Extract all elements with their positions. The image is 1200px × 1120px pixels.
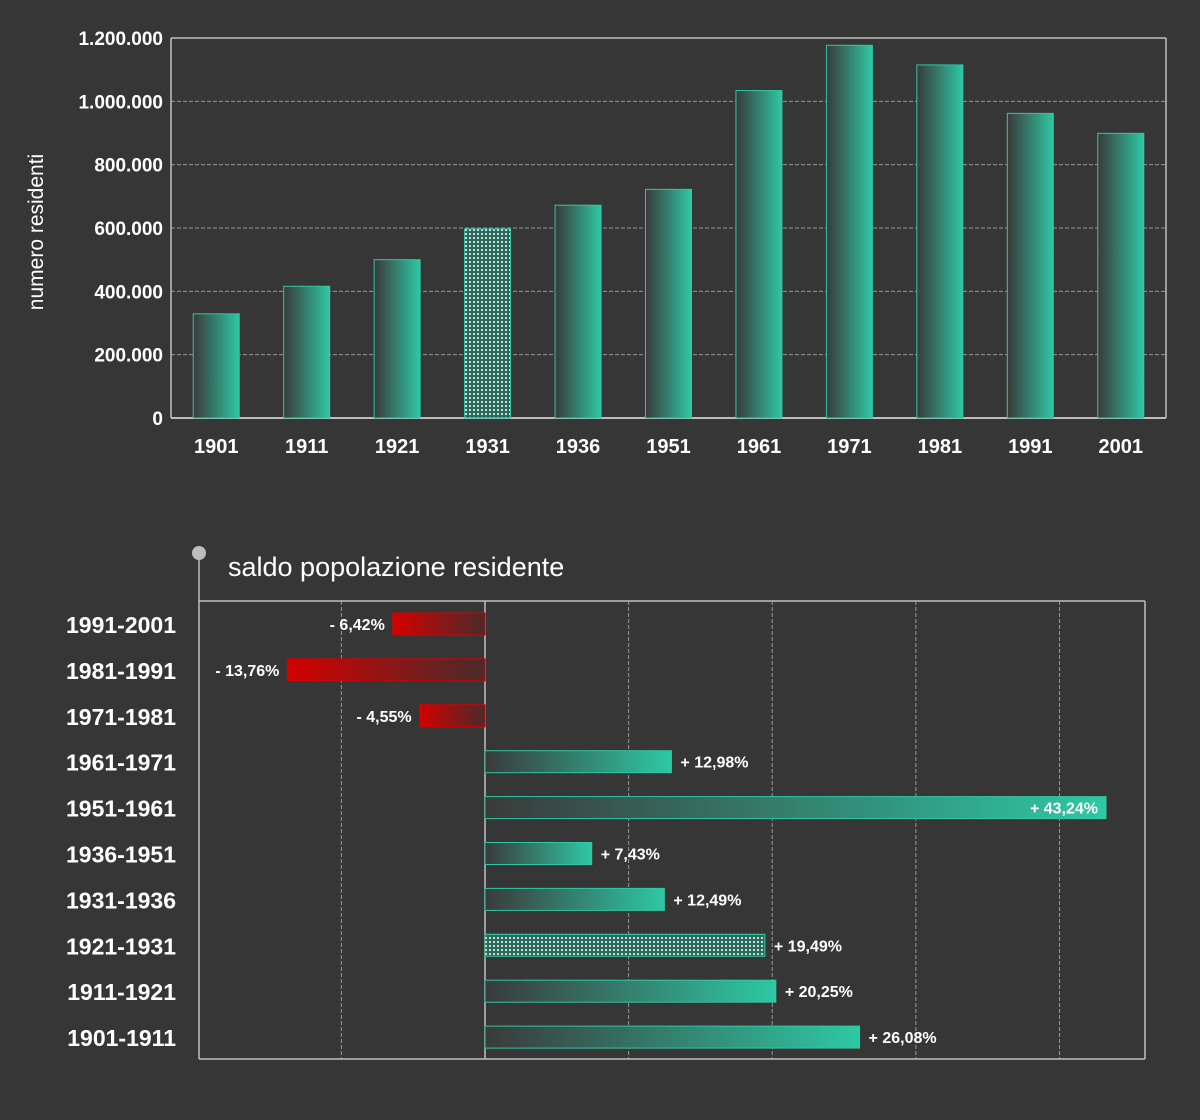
x-tick-label: 1971 <box>827 436 872 458</box>
bar-1991 <box>1006 112 1054 419</box>
bar-2001 <box>1097 132 1145 419</box>
saldo-bar-1971-1981 <box>419 704 486 728</box>
period-label: 1951-1961 <box>66 796 176 822</box>
bar-1911 <box>283 285 331 419</box>
y-tick-label: 200.000 <box>94 346 163 367</box>
period-label: 1991-2001 <box>66 612 176 638</box>
y-tick-label: 1.000.000 <box>78 92 163 113</box>
x-tick-label: 1981 <box>918 436 963 458</box>
x-tick-labels: 1901 1911 1921 1931 1936 1951 1961 1971 1981 1991… <box>194 436 1143 458</box>
y-tick-label: 400.000 <box>94 282 163 303</box>
bar-1921 <box>373 259 421 419</box>
percent-label: + 7,43% <box>601 847 660 864</box>
x-tick-label: 1921 <box>375 436 420 458</box>
saldo-bar-chart: saldo popolazione residente 1991-2001 198… <box>66 546 1146 1060</box>
bar-1961 <box>735 90 783 419</box>
bar-1981 <box>916 64 964 419</box>
percent-label: + 26,08% <box>869 1030 937 1047</box>
x-tick-label: 1961 <box>737 436 782 458</box>
percent-label: + 12,98% <box>680 755 748 772</box>
saldo-bar-1951-1961 <box>484 796 1107 820</box>
y-tick-label: 1.200.000 <box>78 29 163 50</box>
period-label: 1911-1921 <box>67 979 176 1005</box>
x-tick-label: 2001 <box>1099 436 1144 458</box>
saldo-bar-1911-1921 <box>484 979 777 1003</box>
bar-1901 <box>192 313 240 419</box>
bar-1951 <box>645 188 692 419</box>
saldo-bar-1981-1991 <box>286 658 486 682</box>
population-bars <box>192 44 1145 419</box>
y-tick-label: 600.000 <box>94 219 163 240</box>
saldo-bars <box>286 612 1107 1049</box>
period-label: 1981-1991 <box>66 658 176 684</box>
period-label: 1971-1981 <box>66 704 176 730</box>
percent-label: - 13,76% <box>215 663 279 680</box>
x-tick-label: 1911 <box>285 436 328 458</box>
x-tick-label: 1931 <box>465 436 510 458</box>
period-labels: 1991-2001 1981-1991 1971-1981 1961-1971 1951… <box>66 612 176 1051</box>
period-label: 1921-1931 <box>66 933 176 959</box>
period-label: 1931-1936 <box>66 887 176 913</box>
y-tick-label: 0 <box>152 409 163 430</box>
bar-1971 <box>825 44 873 419</box>
saldo-bar-1901-1911 <box>484 1025 861 1049</box>
percent-label: - 4,55% <box>357 709 412 726</box>
saldo-bar-1931-1936 <box>484 887 665 911</box>
percent-label: + 20,25% <box>785 984 853 1001</box>
x-tick-label: 1936 <box>556 436 601 458</box>
saldo-bar-1936-1951 <box>484 842 593 865</box>
y-tick-labels: 0 200.000 400.000 600.000 800.000 1.000.000 1.… <box>78 29 163 430</box>
period-label: 1961-1971 <box>66 750 176 776</box>
percent-label: + 12,49% <box>673 892 741 909</box>
x-tick-label: 1991 <box>1008 436 1053 458</box>
y-tick-label: 800.000 <box>94 156 163 177</box>
x-tick-label: 1901 <box>194 436 239 458</box>
percent-label: - 6,42% <box>330 617 385 634</box>
saldo-bar-1991-2001 <box>392 612 486 636</box>
x-tick-label: 1951 <box>646 436 691 458</box>
saldo-bar-1921-1931 <box>484 933 766 957</box>
y-gridlines <box>170 37 1167 419</box>
y-axis-label: numero residenti <box>25 154 48 310</box>
percent-label: + 19,49% <box>774 938 842 955</box>
period-label: 1901-1911 <box>67 1025 176 1051</box>
percent-labels: - 6,42% - 13,76% - 4,55% + 12,98% + 43,24% + … <box>215 617 1098 1047</box>
saldo-bar-1961-1971 <box>484 750 672 774</box>
saldo-chart-title: saldo popolazione residente <box>228 552 564 582</box>
x-gridlines <box>198 600 1146 1060</box>
bar-1936 <box>554 204 602 419</box>
population-bar-chart: 0 200.000 400.000 600.000 800.000 1.000.000 1.… <box>25 29 1167 458</box>
percent-label: + 43,24% <box>1030 801 1098 818</box>
period-label: 1936-1951 <box>66 842 176 868</box>
bar-1931 <box>464 228 512 419</box>
